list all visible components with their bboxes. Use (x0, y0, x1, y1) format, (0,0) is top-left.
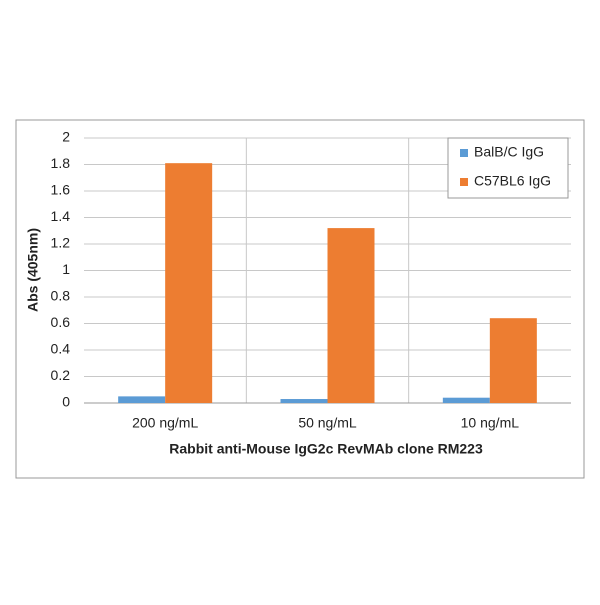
y-tick-label: 0 (62, 394, 70, 410)
bar (327, 228, 375, 403)
legend-swatch (460, 178, 468, 186)
legend-label: C57BL6 IgG (474, 173, 551, 189)
legend-swatch (460, 149, 468, 157)
y-tick-label: 1.6 (51, 182, 71, 198)
y-tick-label: 0.4 (51, 341, 71, 357)
bar (489, 318, 537, 403)
y-tick-label: 1.2 (51, 235, 71, 251)
y-tick-label: 0.2 (51, 367, 71, 383)
legend-label: BalB/C IgG (474, 144, 544, 160)
bar (442, 397, 490, 403)
y-tick-label: 0.6 (51, 314, 71, 330)
x-axis-title: Rabbit anti-Mouse IgG2c RevMAb clone RM2… (169, 441, 483, 457)
y-tick-label: 0.8 (51, 288, 71, 304)
bar (280, 399, 328, 403)
y-tick-label: 2 (62, 129, 70, 145)
y-axis-title: Abs (405nm) (25, 228, 41, 312)
bar (118, 396, 166, 403)
y-tick-label: 1 (62, 261, 70, 277)
bar (165, 163, 213, 403)
x-tick-label: 50 ng/mL (298, 415, 357, 431)
legend-box (447, 137, 569, 199)
x-tick-label: 200 ng/mL (132, 415, 198, 431)
y-tick-label: 1.4 (51, 208, 71, 224)
y-tick-label: 1.8 (51, 155, 71, 171)
x-tick-label: 10 ng/mL (461, 415, 520, 431)
